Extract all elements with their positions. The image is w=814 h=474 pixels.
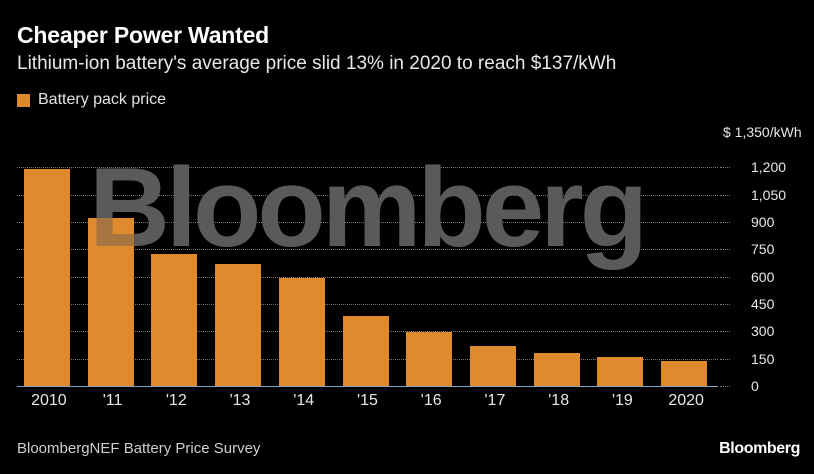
y-axis-tick-label: 150 bbox=[751, 350, 775, 367]
bar[interactable] bbox=[23, 168, 70, 386]
gridline bbox=[17, 194, 718, 196]
x-axis-tick-label: '19 bbox=[611, 392, 633, 409]
y-axis-tick-label: 900 bbox=[751, 214, 775, 230]
x-axis-tick-label: '13 bbox=[229, 392, 251, 409]
y-axis-tick-mark bbox=[720, 304, 730, 305]
bar[interactable] bbox=[215, 264, 262, 386]
legend-item-label: Battery pack price bbox=[38, 91, 167, 108]
bar[interactable] bbox=[342, 316, 389, 386]
y-axis-tick-label: 300 bbox=[751, 323, 775, 340]
x-axis-tick-label: '17 bbox=[484, 392, 506, 409]
y-axis-tick-mark bbox=[720, 276, 730, 278]
chart-header: Cheaper Power Wanted Lithium-ion battery… bbox=[17, 22, 797, 76]
y-axis-tick-label: 600 bbox=[751, 268, 775, 285]
y-axis-tick-mark bbox=[720, 167, 730, 169]
bar[interactable] bbox=[151, 253, 198, 386]
chart-legend: Battery pack price bbox=[17, 92, 166, 108]
gridline bbox=[17, 222, 718, 223]
bar[interactable] bbox=[406, 332, 453, 386]
bar[interactable] bbox=[661, 361, 708, 386]
chart-plot-area: $ 1,350/kWh 1,200 1,050 900 750 600 450 300 150… bbox=[17, 124, 802, 409]
chart-bars bbox=[17, 140, 718, 386]
y-axis-tick-mark bbox=[720, 194, 730, 196]
y-axis-tick-label: 0 bbox=[751, 378, 759, 394]
y-axis-tick-mark bbox=[720, 249, 730, 251]
y-axis-unit-label: $ 1,350/kWh bbox=[723, 124, 802, 140]
bar[interactable] bbox=[87, 217, 134, 386]
y-axis-tick-label: 1,200 bbox=[751, 159, 787, 176]
gridline bbox=[17, 304, 718, 305]
gridline bbox=[17, 276, 718, 278]
x-axis-baseline bbox=[17, 386, 718, 387]
chart-plot-wrapper: $ 1,350/kWh 1,200 1,050 900 750 600 450 300 150… bbox=[17, 124, 802, 409]
y-axis-tick-label: 450 bbox=[751, 296, 775, 312]
bar[interactable] bbox=[533, 353, 580, 386]
chart-subtitle: Lithium-ion battery's average price slid… bbox=[17, 53, 617, 74]
gridline bbox=[17, 167, 718, 169]
y-axis-tick-mark bbox=[720, 358, 730, 360]
bloomberg-logo: Bloomberg bbox=[719, 440, 800, 457]
x-axis-tick-label: '15 bbox=[357, 392, 378, 409]
chart-source-note: BloombergNEF Battery Price Survey bbox=[17, 440, 261, 457]
page-title: Cheaper Power Wanted bbox=[17, 22, 270, 48]
x-axis-tick-label: '12 bbox=[165, 392, 187, 409]
x-axis-tick-label: '11 bbox=[102, 392, 123, 409]
bar[interactable] bbox=[597, 357, 644, 386]
bar[interactable] bbox=[278, 278, 325, 386]
y-axis-tick-label: 750 bbox=[751, 241, 775, 258]
gridline bbox=[17, 249, 718, 251]
x-axis-tick-label: 2020 bbox=[668, 392, 704, 409]
y-axis-tick-label: 1,050 bbox=[751, 186, 787, 203]
x-axis-tick-label: 2010 bbox=[31, 392, 67, 409]
y-axis-tick-mark bbox=[720, 331, 730, 333]
y-axis-tick-mark bbox=[720, 386, 730, 387]
y-axis-tick-mark bbox=[720, 222, 730, 223]
x-axis-tick-label: '16 bbox=[420, 392, 442, 409]
x-axis-tick-label: '14 bbox=[293, 392, 315, 409]
bar[interactable] bbox=[469, 345, 516, 386]
legend-swatch-icon bbox=[17, 93, 30, 107]
x-axis-tick-label: '18 bbox=[548, 392, 570, 409]
